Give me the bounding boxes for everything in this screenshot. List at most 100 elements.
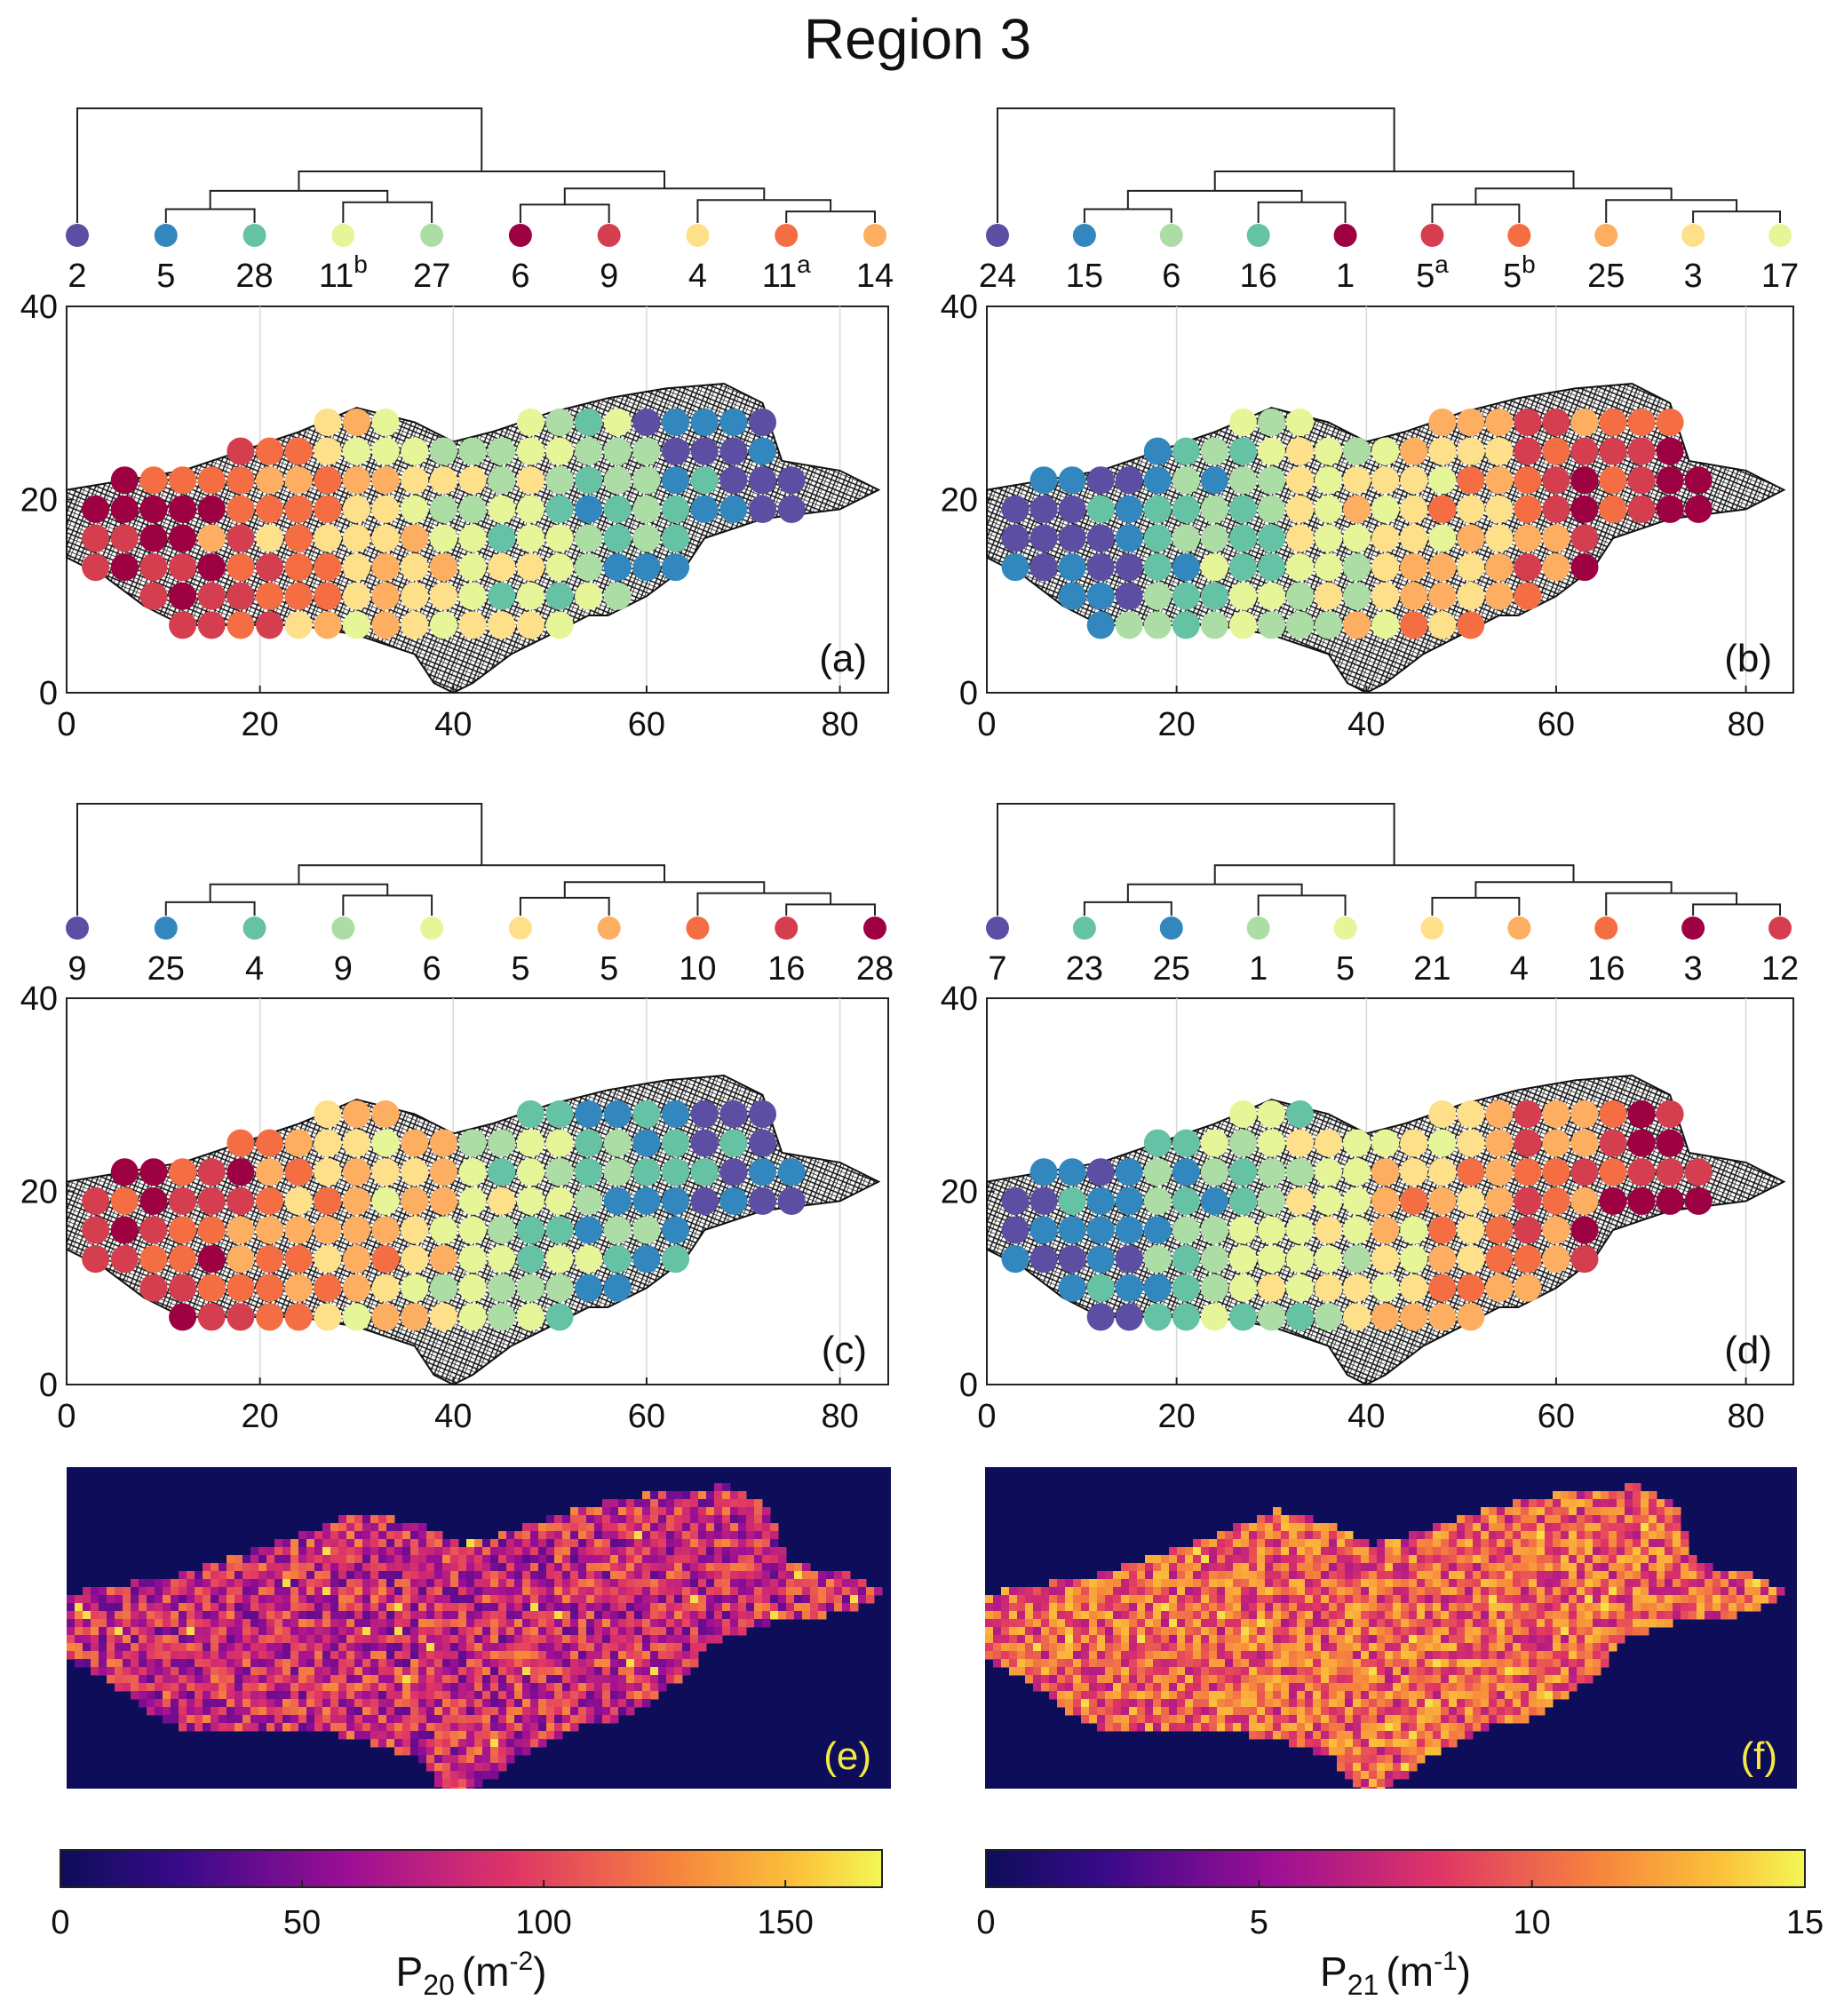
heatmap-cell: [666, 1643, 675, 1652]
heatmap-cell: [1113, 1667, 1122, 1676]
heatmap-cell: [562, 1683, 571, 1692]
heatmap-cell: [490, 1659, 499, 1668]
heatmap-cell: [227, 1555, 235, 1564]
cluster-point: [662, 1245, 690, 1274]
heatmap-cell: [442, 1691, 451, 1700]
cluster-point: [169, 582, 197, 610]
heatmap-cell: [1337, 1627, 1346, 1636]
heatmap-cell: [330, 1659, 339, 1668]
heatmap-cell: [131, 1691, 139, 1700]
heatmap-cell: [434, 1555, 443, 1564]
x-tick-label: 60: [628, 706, 665, 743]
heatmap-cell: [1393, 1691, 1402, 1700]
heatmap-cell: [722, 1491, 731, 1500]
heatmap-cell: [394, 1699, 403, 1708]
heatmap-cell: [1185, 1707, 1194, 1716]
heatmap-cell: [258, 1707, 267, 1716]
heatmap-cell: [506, 1587, 515, 1596]
heatmap-cell: [658, 1675, 667, 1684]
heatmap-cell: [1265, 1643, 1274, 1652]
cluster-point: [1315, 611, 1343, 639]
heatmap-cell: [514, 1627, 523, 1636]
heatmap-cell: [1177, 1707, 1186, 1716]
heatmap-cell: [107, 1675, 115, 1684]
heatmap-cell: [666, 1667, 675, 1676]
heatmap-cell: [1017, 1619, 1026, 1628]
heatmap-cell: [1401, 1555, 1410, 1564]
heatmap-cell: [442, 1771, 451, 1780]
heatmap-cell: [1313, 1659, 1322, 1668]
heatmap-cell: [219, 1675, 227, 1684]
dendrogram-leaf-marker: [863, 224, 886, 247]
heatmap-cell: [1441, 1651, 1450, 1660]
heatmap-cell: [634, 1571, 643, 1580]
cluster-point: [1400, 524, 1428, 552]
heatmap-cell: [1185, 1571, 1194, 1580]
heatmap-cell: [658, 1683, 667, 1692]
heatmap-cell: [1673, 1587, 1681, 1596]
heatmap-cell: [466, 1755, 475, 1764]
heatmap-cell: [1521, 1627, 1530, 1636]
heatmap-cell: [642, 1611, 651, 1620]
heatmap-cell: [658, 1531, 667, 1540]
heatmap-cell: [1289, 1595, 1298, 1604]
heatmap-cell: [314, 1715, 323, 1724]
heatmap-cell: [1025, 1587, 1034, 1596]
cluster-point: [603, 1274, 632, 1302]
heatmap-cell: [474, 1539, 483, 1548]
heatmap-cell: [1657, 1563, 1665, 1572]
cluster-point: [1029, 553, 1058, 582]
heatmap-cell: [1241, 1699, 1250, 1708]
cluster-point: [1457, 1303, 1485, 1331]
heatmap-cell: [658, 1507, 667, 1516]
heatmap-cell: [1281, 1587, 1290, 1596]
heatmap-cell: [290, 1715, 299, 1724]
heatmap-cell: [67, 1611, 76, 1620]
heatmap-cell: [163, 1627, 171, 1636]
cluster-point: [488, 1274, 516, 1302]
heatmap-cell: [242, 1691, 251, 1700]
heatmap-cell: [746, 1523, 755, 1532]
heatmap-cell: [1609, 1635, 1617, 1644]
heatmap-cell: [602, 1699, 611, 1708]
heatmap-cell: [1313, 1547, 1322, 1556]
heatmap-cell: [298, 1723, 307, 1732]
cluster-point: [1029, 1158, 1058, 1187]
heatmap-cell: [802, 1579, 811, 1588]
heatmap-cell: [1049, 1683, 1058, 1692]
heatmap-cell: [618, 1643, 627, 1652]
heatmap-cell: [1465, 1539, 1474, 1548]
heatmap-cell: [482, 1547, 491, 1556]
heatmap-cell: [610, 1499, 619, 1508]
heatmap-cell: [1033, 1667, 1042, 1676]
heatmap-cell: [1393, 1643, 1402, 1652]
heatmap-cell: [1289, 1675, 1298, 1684]
heatmap-cell: [434, 1579, 443, 1588]
heatmap-cell: [562, 1563, 571, 1572]
heatmap-cell: [1097, 1603, 1106, 1612]
cluster-point: [371, 1158, 400, 1187]
heatmap-cell: [1201, 1707, 1210, 1716]
heatmap-cell: [402, 1619, 411, 1628]
cluster-point: [545, 1187, 574, 1215]
heatmap-cell: [1049, 1691, 1058, 1700]
heatmap-cell: [354, 1523, 363, 1532]
heatmap-cell: [1401, 1683, 1410, 1692]
heatmap-cell: [786, 1571, 795, 1580]
heatmap-cell: [1465, 1587, 1474, 1596]
heatmap-cell: [1153, 1667, 1162, 1676]
heatmap-cell: [1385, 1619, 1394, 1628]
heatmap-cell: [578, 1643, 587, 1652]
cluster-point: [719, 1158, 748, 1187]
heatmap-cell: [426, 1587, 435, 1596]
heatmap-cell: [1201, 1699, 1210, 1708]
heatmap-cell: [163, 1707, 171, 1716]
heatmap-cell: [1273, 1539, 1282, 1548]
heatmap-cell: [67, 1635, 76, 1644]
heatmap-cell: [1513, 1523, 1522, 1532]
heatmap-cell: [1225, 1659, 1234, 1668]
heatmap-cell: [498, 1627, 507, 1636]
heatmap-cell: [386, 1523, 395, 1532]
cluster-point: [1514, 524, 1542, 552]
heatmap-cell: [1169, 1563, 1178, 1572]
